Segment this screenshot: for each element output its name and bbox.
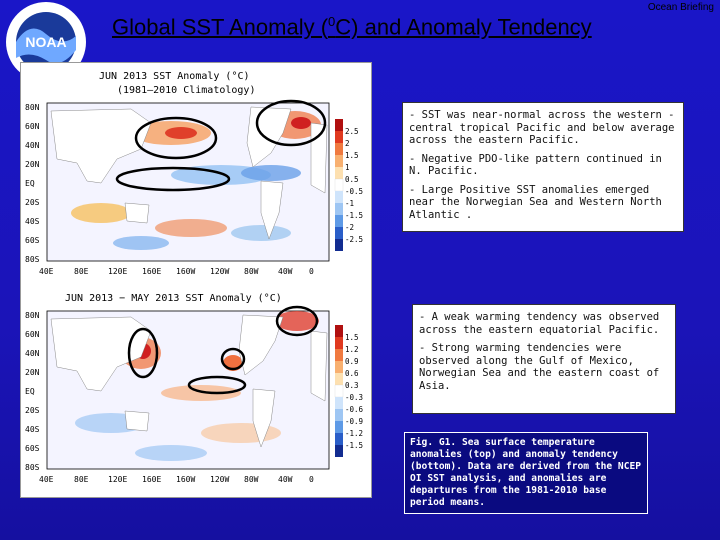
note-text: - Negative PDO-like pattern continued in… [409,152,662,178]
bottom-lat-label: 20S [25,406,40,415]
top-colorbar-label: 2 [345,139,350,148]
bottom-lon-label: 40W [278,475,293,484]
caption-text: Fig. G1. Sea surface temperature anomali… [410,437,642,508]
note-text: - A weak warming tendency was observed a… [419,311,660,336]
top-map [46,99,330,262]
bottom-lon-label: 80W [244,475,259,484]
corner-note: Ocean Briefing [647,2,714,13]
top-lat-label: 60N [25,122,40,131]
bottom-lat-label: 40S [25,425,40,434]
note-text: - SST was near-normal across the western… [409,109,675,146]
top-colorbar [334,119,344,251]
top-lon-label: 0 [309,267,314,276]
top-lat-label: 20N [25,160,40,169]
bottom-lat-label: 20N [25,368,40,377]
top-notes-box: - SST was near-normal across the western… [402,102,684,232]
top-lat-label: 40S [25,217,40,226]
bottom-colorbar-label: 0.6 [345,369,359,378]
bottom-colorbar-labels: 1.5 1.2 0.9 0.6 0.3 -0.3 -0.6 -0.9 -1.2 … [345,333,364,450]
bottom-lon-label: 160W [176,475,195,484]
top-colorbar-label: 0.5 [345,175,359,184]
bottom-colorbar-label: -0.9 [345,417,363,426]
top-map-lat-labels: 80N 60N 40N 20N EQ 20S 40S 60S 80S [25,103,40,264]
bottom-lat-label: 80S [25,463,40,472]
top-lon-label: 120W [210,267,229,276]
sst-map-panel: JUN 2013 SST Anomaly (°C) (1981–2010 Cli… [20,62,372,498]
bottom-lon-label: 80E [74,475,89,484]
top-colorbar-label: -0.5 [345,187,363,196]
bottom-colorbar-label: 0.9 [345,357,359,366]
bottom-lat-label: 40N [25,349,40,358]
top-colorbar-label: -1.5 [345,211,363,220]
bottom-colorbar-label: -1.2 [345,429,363,438]
bottom-colorbar-label: -0.6 [345,405,364,414]
top-lon-label: 160E [142,267,161,276]
top-lat-label: 60S [25,236,40,245]
bottom-notes-box: - A weak warming tendency was observed a… [412,304,676,414]
top-lat-label: EQ [25,179,35,188]
bottom-colorbar-label: 1.5 [345,333,359,342]
bottom-map-title: JUN 2013 − MAY 2013 SST Anomaly (°C) [65,293,282,304]
bottom-colorbar-label: -0.3 [345,393,363,402]
bottom-lon-label: 40E [39,475,54,484]
top-colorbar-label: -1 [345,199,354,208]
bottom-map [46,305,330,470]
top-colorbar-labels: 2.5 2 1.5 1 0.5 -0.5 -1 -1.5 -2 -2.5 [345,127,363,244]
bottom-lat-label: EQ [25,387,35,396]
top-lon-label: 80W [244,267,259,276]
bottom-colorbar-label: 1.2 [345,345,359,354]
top-lat-label: 80N [25,103,40,112]
top-colorbar-label: 2.5 [345,127,359,136]
figure-caption: Fig. G1. Sea surface temperature anomali… [404,432,648,514]
bottom-lat-label: 60N [25,330,40,339]
bottom-lat-label: 80N [25,311,40,320]
top-lon-label: 40W [278,267,293,276]
top-lat-label: 40N [25,141,40,150]
top-lat-label: 20S [25,198,40,207]
title-prefix: Global SST Anomaly ( [112,14,329,40]
note-text: - Strong warming tendencies were observe… [419,342,660,392]
bottom-lon-label: 120W [210,475,229,484]
top-map-lon-labels: 40E 80E 120E 160E 160W 120W 80W 40W 0 [39,267,314,276]
bottom-colorbar-label: 0.3 [345,381,359,390]
top-lon-label: 40E [39,267,54,276]
note-text: - Large Positive SST anomalies emerged n… [409,183,662,221]
bottom-lon-label: 120E [108,475,127,484]
top-map-subtitle: (1981–2010 Climatology) [117,85,255,96]
top-lat-label: 80S [25,255,40,264]
sst-maps-svg: JUN 2013 SST Anomaly (°C) (1981–2010 Cli… [25,71,364,484]
slide-title: Global SST Anomaly (0C) and Anomaly Tend… [112,14,592,40]
logo-text: NOAA [25,34,66,50]
bottom-map-lon-labels: 40E 80E 120E 160E 160W 120W 80W 40W 0 [39,475,314,484]
bottom-lon-label: 160E [142,475,161,484]
top-map-title: JUN 2013 SST Anomaly (°C) [99,71,250,82]
bottom-colorbar-label: -1.5 [345,441,363,450]
title-suffix: C) and Anomaly Tendency [335,14,592,40]
bottom-colorbar [334,325,344,457]
bottom-lat-label: 60S [25,444,40,453]
top-lon-label: 80E [74,267,89,276]
top-colorbar-label: -2 [345,223,354,232]
top-colorbar-label: 1 [345,163,350,172]
bottom-map-lat-labels: 80N 60N 40N 20N EQ 20S 40S 60S 80S [25,311,40,472]
top-colorbar-label: 1.5 [345,151,359,160]
top-lon-label: 160W [176,267,195,276]
top-lon-label: 120E [108,267,127,276]
top-colorbar-label: -2.5 [345,235,363,244]
bottom-lon-label: 0 [309,475,314,484]
title-superscript: 0 [328,14,336,29]
